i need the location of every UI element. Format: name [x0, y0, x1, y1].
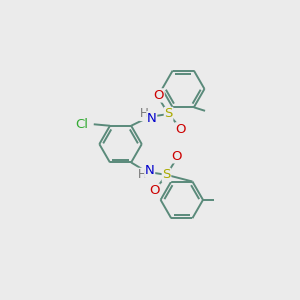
Text: H: H	[140, 107, 148, 121]
Text: O: O	[149, 184, 160, 197]
Text: H: H	[138, 168, 146, 181]
Text: O: O	[154, 89, 164, 102]
Text: N: N	[145, 164, 154, 177]
Text: S: S	[162, 168, 171, 181]
Text: N: N	[147, 112, 157, 124]
Text: O: O	[171, 150, 181, 163]
Text: S: S	[164, 107, 173, 121]
Text: Cl: Cl	[76, 118, 88, 131]
Text: O: O	[176, 123, 186, 136]
